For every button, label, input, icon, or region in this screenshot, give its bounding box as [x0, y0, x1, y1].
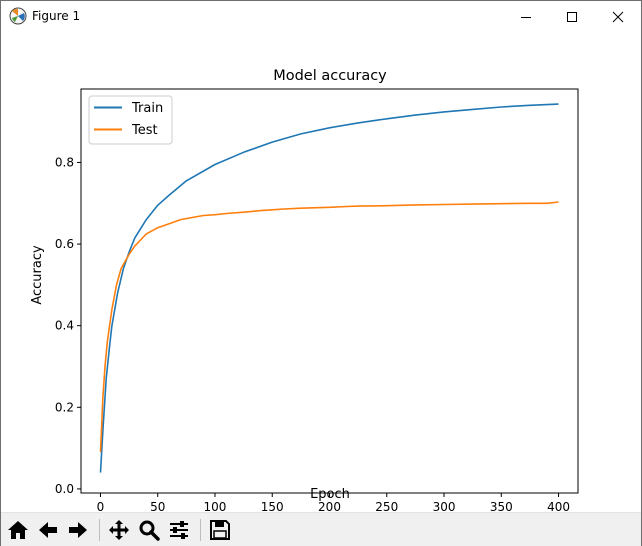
- x-axis: 0 50 100 150 200 250 300 350 400: [97, 493, 570, 514]
- legend-label-train: Train: [131, 101, 163, 116]
- series-line-train: [99, 103, 559, 473]
- x-tick-label: 250: [375, 500, 398, 512]
- configure-subplots-button[interactable]: [166, 517, 192, 543]
- x-tick-label: 400: [547, 500, 570, 512]
- x-tick-label: 0: [97, 500, 105, 512]
- back-arrow-icon: [39, 522, 57, 538]
- minimize-button[interactable]: [503, 1, 549, 32]
- x-tick-label: 100: [204, 500, 227, 512]
- x-tick-label: 300: [433, 500, 456, 512]
- x-tick-label: 350: [490, 500, 513, 512]
- save-button[interactable]: [207, 517, 233, 543]
- title-bar[interactable]: Figure 1: [1, 1, 641, 32]
- back-button[interactable]: [35, 517, 61, 543]
- x-tick-label: 200: [318, 500, 341, 512]
- legend-label-test: Test: [131, 123, 158, 138]
- save-icon: [210, 520, 230, 540]
- close-button[interactable]: [595, 1, 641, 32]
- forward-button[interactable]: [65, 517, 91, 543]
- legend: Train Test: [88, 95, 173, 145]
- home-icon: [8, 521, 28, 539]
- pan-icon: [109, 520, 129, 540]
- y-axis-label: Accuracy: [30, 245, 45, 305]
- y-tick-label: 0.6: [55, 237, 74, 251]
- y-tick-label: 0.8: [55, 155, 74, 169]
- figure-canvas: Model accuracy 0 50 100 150 200 250 300 350 400 …: [1, 32, 641, 514]
- toolbar-separator: [200, 519, 201, 541]
- home-button[interactable]: [5, 517, 31, 543]
- plot-frame: [80, 88, 579, 494]
- x-tick-label: 150: [261, 500, 284, 512]
- chart-title: Model accuracy: [273, 68, 387, 84]
- configure-subplots-icon: [170, 521, 188, 539]
- maximize-icon: [567, 11, 577, 22]
- x-axis-label: Epoch: [310, 487, 350, 502]
- x-tick-label: 50: [150, 500, 165, 512]
- matplotlib-app-icon: [9, 7, 27, 25]
- y-tick-label: 0.2: [55, 400, 74, 414]
- series-line-test: [99, 201, 559, 453]
- minimize-icon: [521, 16, 531, 18]
- maximize-button[interactable]: [549, 1, 595, 32]
- close-icon: [612, 11, 624, 22]
- pan-button[interactable]: [106, 517, 132, 543]
- y-tick-label: 0.0: [55, 482, 74, 496]
- accuracy-chart: Model accuracy 0 50 100 150 200 250 300 350 400 …: [30, 68, 579, 514]
- navigation-toolbar: [1, 512, 641, 546]
- forward-arrow-icon: [69, 522, 87, 538]
- zoom-icon: [139, 520, 160, 541]
- y-tick-label: 0.4: [55, 319, 74, 333]
- toolbar-separator: [99, 519, 100, 541]
- window-title: Figure 1: [32, 9, 81, 23]
- y-axis: 0.0 0.2 0.4 0.6 0.8: [55, 155, 81, 496]
- zoom-button[interactable]: [136, 517, 162, 543]
